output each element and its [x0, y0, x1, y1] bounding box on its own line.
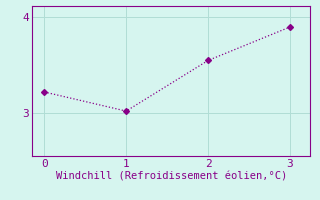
X-axis label: Windchill (Refroidissement éolien,°C): Windchill (Refroidissement éolien,°C)	[56, 172, 287, 182]
